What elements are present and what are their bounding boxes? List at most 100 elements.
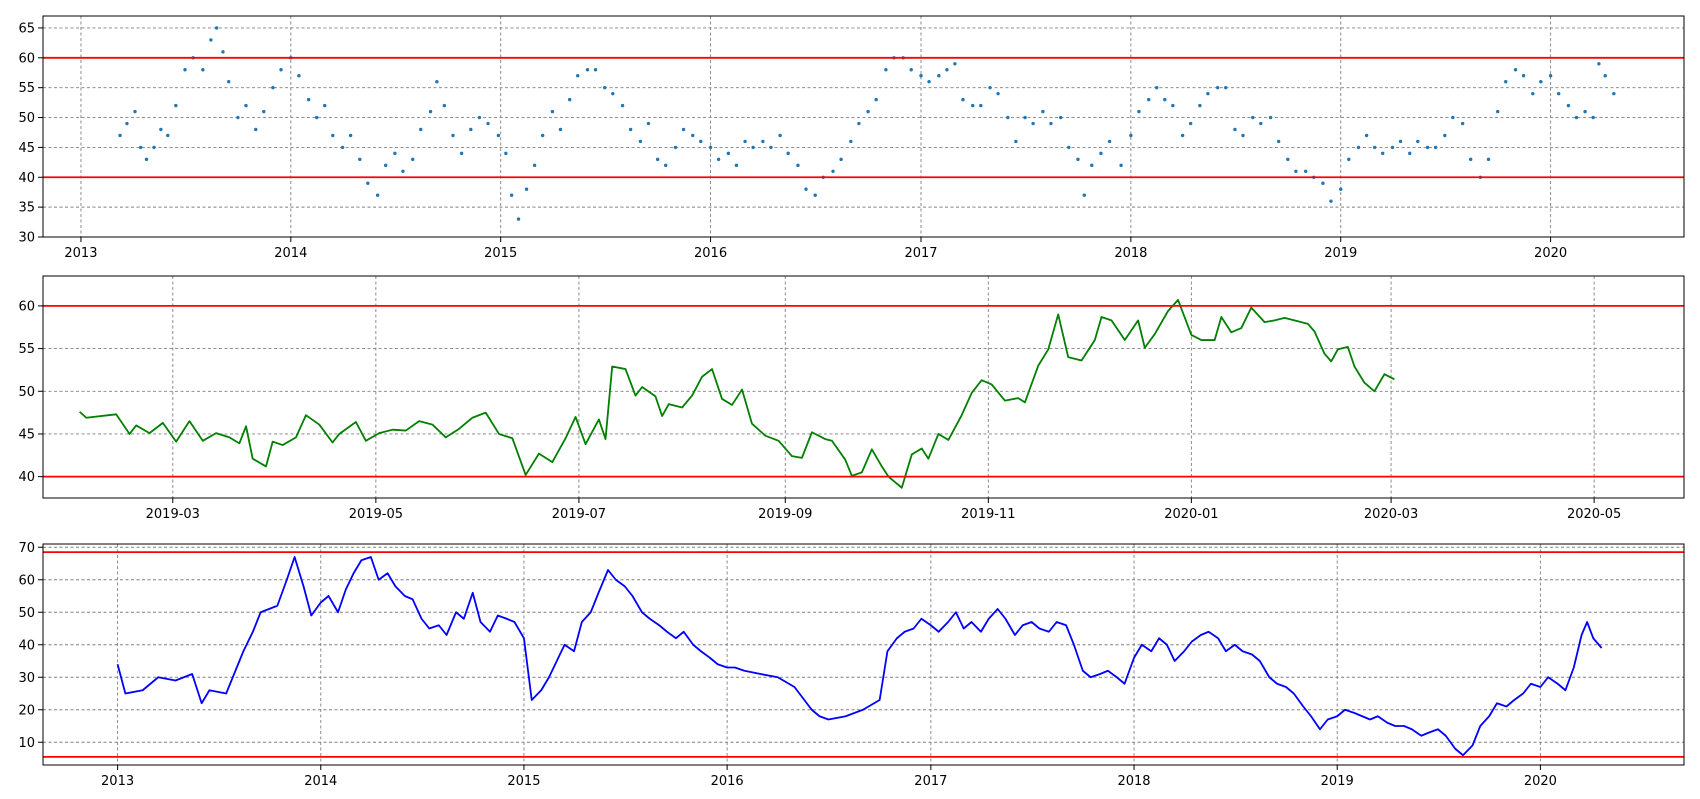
data-point bbox=[524, 187, 529, 191]
data-point bbox=[419, 127, 423, 132]
data-point bbox=[1251, 115, 1255, 120]
data-point bbox=[646, 121, 651, 126]
data-point bbox=[236, 115, 240, 120]
y-tick-label: 60 bbox=[18, 573, 35, 588]
data-point bbox=[1180, 133, 1185, 138]
data-point bbox=[1574, 115, 1579, 120]
data-point bbox=[262, 109, 266, 114]
data-point bbox=[214, 26, 219, 30]
data-point bbox=[297, 74, 301, 78]
y-tick-label: 55 bbox=[18, 342, 35, 357]
data-point bbox=[1460, 121, 1465, 126]
data-point bbox=[996, 91, 1000, 96]
x-tick-label: 2019-05 bbox=[349, 507, 403, 522]
axes-frame bbox=[42, 275, 1685, 499]
data-point bbox=[1076, 157, 1080, 162]
data-point bbox=[1381, 151, 1385, 156]
y-tick-label: 30 bbox=[18, 671, 35, 686]
data-point bbox=[550, 109, 555, 114]
data-point bbox=[144, 157, 149, 162]
data-point bbox=[734, 163, 739, 168]
data-point bbox=[603, 85, 607, 90]
data-point bbox=[486, 121, 490, 126]
data-point bbox=[451, 133, 455, 138]
data-point bbox=[1129, 133, 1133, 138]
data-point bbox=[849, 139, 853, 144]
data-point bbox=[927, 80, 931, 84]
data-point bbox=[1347, 157, 1351, 162]
x-tick-label: 2019-03 bbox=[146, 507, 200, 522]
x-tick-label: 2013 bbox=[64, 246, 97, 261]
data-point bbox=[1215, 85, 1220, 90]
data-point bbox=[1364, 133, 1369, 138]
data-point bbox=[133, 109, 137, 114]
data-point bbox=[375, 193, 380, 197]
data-point bbox=[1155, 85, 1159, 90]
data-point bbox=[1023, 115, 1027, 120]
data-point bbox=[1390, 145, 1395, 150]
y-tick-label: 40 bbox=[18, 638, 35, 653]
data-point bbox=[411, 157, 415, 162]
data-point bbox=[504, 151, 508, 156]
data-point bbox=[769, 145, 773, 150]
data-point bbox=[393, 151, 397, 156]
data-point bbox=[496, 133, 501, 138]
data-point bbox=[1583, 109, 1587, 114]
y-tick-label: 50 bbox=[18, 385, 35, 400]
y-tick-label: 35 bbox=[18, 201, 35, 216]
data-point bbox=[1451, 115, 1455, 120]
data-point bbox=[125, 121, 129, 126]
data-point bbox=[1099, 151, 1103, 156]
data-point bbox=[1496, 109, 1500, 114]
chart-panel-3: 2013 2014 2015 2016 2017 2018 2019 2020 10 20 30 40… bbox=[18, 541, 1685, 789]
y-tick-label: 30 bbox=[18, 231, 35, 246]
data-point bbox=[1146, 97, 1151, 102]
data-point bbox=[1372, 145, 1377, 150]
data-point bbox=[681, 127, 686, 132]
data-point bbox=[751, 145, 755, 150]
data-point bbox=[1531, 91, 1535, 96]
data-point bbox=[1259, 121, 1263, 126]
data-point bbox=[1603, 74, 1607, 78]
data-point bbox=[664, 163, 668, 168]
data-point bbox=[1049, 121, 1053, 126]
y-tick-label: 45 bbox=[18, 141, 35, 156]
data-point bbox=[971, 103, 975, 108]
data-point bbox=[699, 139, 703, 144]
data-point bbox=[909, 68, 913, 72]
y-tick-label: 45 bbox=[18, 427, 35, 442]
data-point bbox=[1425, 145, 1430, 150]
y-tick-label: 55 bbox=[18, 81, 35, 96]
x-tick-label: 2017 bbox=[904, 246, 937, 261]
data-point bbox=[1566, 103, 1571, 108]
data-point bbox=[1082, 193, 1086, 197]
data-point bbox=[1556, 91, 1561, 96]
data-point bbox=[1059, 115, 1063, 120]
data-point bbox=[761, 139, 765, 144]
data-point bbox=[1233, 127, 1237, 132]
data-point bbox=[1119, 163, 1123, 168]
data-point bbox=[919, 74, 923, 78]
data-point bbox=[884, 68, 888, 72]
data-point bbox=[516, 217, 521, 221]
data-point bbox=[1014, 139, 1018, 144]
data-point bbox=[469, 127, 473, 132]
data-point bbox=[857, 121, 861, 126]
data-point bbox=[1294, 169, 1298, 173]
data-point bbox=[118, 133, 122, 138]
data-point bbox=[673, 145, 678, 150]
data-point bbox=[166, 133, 170, 138]
x-tick-label: 2015 bbox=[507, 774, 540, 789]
data-point bbox=[708, 145, 713, 150]
data-point bbox=[1416, 139, 1420, 144]
data-point bbox=[244, 103, 248, 108]
x-tick-label: 2020 bbox=[1534, 246, 1567, 261]
x-tick-label: 2020-01 bbox=[1164, 507, 1218, 522]
data-point bbox=[1329, 199, 1333, 203]
data-point bbox=[366, 181, 370, 185]
data-point bbox=[1188, 121, 1193, 126]
data-point bbox=[532, 163, 537, 168]
data-point bbox=[1006, 115, 1010, 120]
y-tick-label: 65 bbox=[18, 21, 35, 36]
data-point bbox=[585, 68, 590, 72]
